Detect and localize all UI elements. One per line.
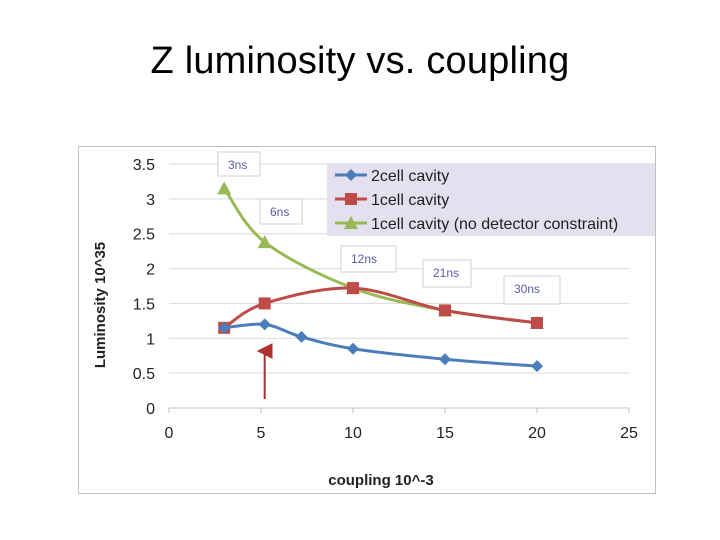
callout-layer: 3ns 6ns 12ns 21ns 30ns <box>217 151 561 305</box>
y-tick-label: 3 <box>146 192 155 209</box>
y-tick-label: 1.5 <box>133 296 155 313</box>
y-axis-title: Luminosity 10^35 <box>92 242 109 368</box>
legend-label: 1cell cavity <box>371 192 449 209</box>
callout-label: 6ns <box>270 205 289 219</box>
legend-swatch-marker <box>344 216 358 229</box>
y-tick-label: 0.5 <box>133 366 155 383</box>
y-tick-label: 1 <box>146 331 155 348</box>
callout-label: 21ns <box>433 266 459 280</box>
series-1-point <box>439 353 451 366</box>
series-1-point <box>218 321 231 334</box>
callout-box <box>503 275 561 305</box>
series-2-point <box>347 282 359 295</box>
slide-title: Z luminosity vs. coupling <box>150 40 570 82</box>
series-1-point <box>258 318 271 331</box>
y-tick-label: 0 <box>146 401 155 418</box>
x-tick-label: 5 <box>257 425 266 442</box>
legend-swatch-marker <box>345 193 357 205</box>
legend-background <box>327 163 655 236</box>
line-chart: 0 0.5 1 1.5 2 2.5 3 3.5 0 5 10 15 20 25 2cell cavity 1… <box>92 151 655 489</box>
series-2-point <box>531 316 543 329</box>
series-3-point <box>217 181 232 195</box>
series-line-1 <box>224 322 538 368</box>
y-tick-label: 2 <box>146 262 155 279</box>
series-2-point <box>258 297 271 310</box>
legend-label: 2cell cavity <box>371 168 449 185</box>
series-1-point <box>295 330 308 343</box>
x-tick-label: 25 <box>620 425 638 442</box>
x-tick-label: 10 <box>344 425 362 442</box>
legend-swatch-marker <box>345 169 357 181</box>
x-axis-title: coupling 10^-3 <box>328 472 433 489</box>
y-tick-label: 3.5 <box>133 157 155 174</box>
legend-layer: 2cell cavity 1cell cavity 1cell cavity (no… <box>327 163 655 236</box>
axis-layer: 0 0.5 1 1.5 2 2.5 3 3.5 0 5 10 15 20 25 <box>133 157 638 442</box>
y-tick-label: 2.5 <box>133 227 155 244</box>
legend-label: 1cell cavity (no detector constraint) <box>371 216 618 233</box>
x-tick-label: 15 <box>436 425 454 442</box>
callout-box <box>422 259 472 288</box>
chart-frame: 0 0.5 1 1.5 2 2.5 3 3.5 0 5 10 15 20 25 2cell cavity 1… <box>78 146 656 494</box>
callout-label: 3ns <box>228 158 247 172</box>
callout-box <box>217 151 261 177</box>
series-2-point <box>439 304 451 317</box>
callout-box <box>259 198 303 225</box>
x-tick-label: 20 <box>528 425 546 442</box>
series-line-2 <box>223 286 538 330</box>
callout-label: 12ns <box>351 252 377 266</box>
series-1-point <box>347 342 359 355</box>
series-1-point <box>531 360 543 373</box>
x-tick-label: 0 <box>165 425 174 442</box>
callout-box <box>340 245 397 273</box>
callout-label: 30ns <box>514 282 540 296</box>
series-3-point <box>257 235 272 249</box>
series-layer <box>217 181 544 399</box>
